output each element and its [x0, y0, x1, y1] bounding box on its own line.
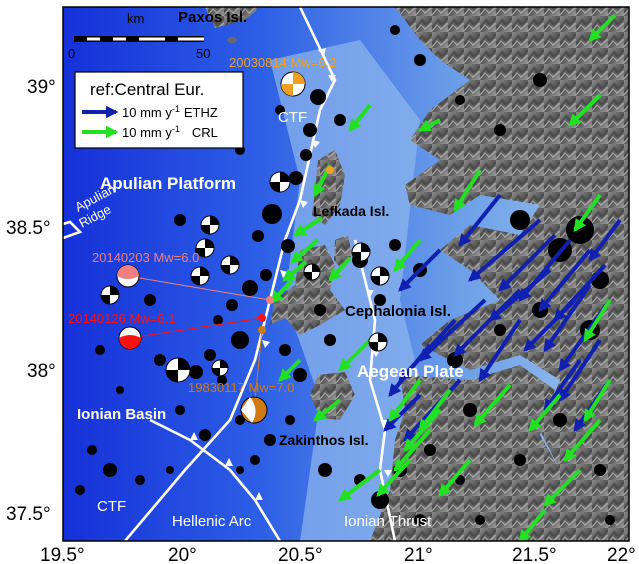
map-border — [62, 6, 630, 542]
scale-start: 0 — [68, 46, 75, 61]
ionian-thrust-fault — [353, 239, 397, 541]
label-hellenic-arc: Hellenic Arc — [172, 513, 252, 530]
label-aegean-plate: Aegean Plate — [357, 362, 464, 381]
legend-title: ref:Central Eur. — [90, 80, 204, 99]
x-tick-19.5: 19.5° — [40, 545, 85, 564]
label-ionian-thrust: Ionian Thrust — [344, 513, 432, 530]
crl-velocity-arrows — [270, 13, 617, 541]
zakinthos-island — [310, 372, 355, 420]
legend: ref:Central Eur. 10 mm y-1 ETHZ 10 mm y-1… — [74, 71, 244, 149]
eq-19830117-mechanism — [240, 396, 268, 424]
label-paxos: Paxos Isl. — [178, 9, 247, 26]
x-tick-21.5: 21.5° — [512, 545, 557, 564]
label-ctf-north: CTF — [278, 109, 307, 126]
label-lefkada: Lefkada Isl. — [313, 203, 389, 219]
eq-20140203-mechanism — [116, 264, 140, 288]
apulian-ridge-fault — [63, 220, 83, 240]
ctf-fault — [124, 7, 337, 541]
fault-teeth — [190, 48, 392, 500]
y-tick-37.5: 37.5° — [6, 504, 51, 525]
x-tick-21: 21° — [404, 545, 433, 564]
scale-unit: km — [127, 11, 144, 26]
cephalonia-island — [270, 245, 345, 335]
scale-bar: km 0 50 — [68, 11, 210, 61]
label-apulian-platform: Apulian Platform — [100, 174, 236, 193]
hellenic-arc-fault — [149, 418, 282, 541]
label-zakinthos: Zakinthos Isl. — [279, 432, 368, 448]
y-axis: 39° 38.5° 38° 37.5° — [6, 77, 56, 525]
legend-crl-text: 10 mm y-1 CRL — [122, 124, 218, 140]
peloponnese — [370, 365, 560, 541]
scale-end: 50 — [196, 46, 210, 61]
eq-20140126-epicenter — [258, 314, 266, 322]
ethz-velocity-arrows — [383, 193, 622, 442]
map-frame: Paxos Isl. Apulian Platform Lefkada Isl.… — [63, 7, 629, 541]
lefkada-island — [312, 150, 345, 225]
eq-19830117-epicenter — [258, 326, 266, 334]
legend-ethz-text: 10 mm y-1 ETHZ — [122, 104, 218, 120]
y-tick-38: 38° — [27, 361, 56, 382]
eq-20030814-mechanism — [280, 71, 306, 97]
x-tick-20.5: 20.5° — [278, 545, 323, 564]
label-eq-19830117: 19830117 Mw=7.0 — [188, 380, 294, 395]
x-tick-20: 20° — [168, 545, 197, 564]
label-eq-20140203: 20140203 Mw=6.0 — [92, 250, 199, 265]
label-eq-20030814: 20030814 Mw=6.2 — [229, 55, 336, 70]
labeled-earthquakes — [116, 69, 334, 424]
x-axis: 19.5° 20° 20.5° 21° 21.5° 22° — [40, 545, 636, 564]
label-eq-20140126: 20140126 Mw=6.1 — [68, 311, 175, 326]
mainland-greece — [395, 7, 629, 541]
eq-20140203-epicenter — [266, 296, 274, 304]
corfu-island — [205, 7, 260, 28]
paxos-island — [227, 37, 237, 43]
label-ionian-basin: Ionian Basin — [77, 406, 166, 423]
eq-20140126-mechanism — [118, 326, 142, 350]
y-tick-38.5: 38.5° — [6, 218, 51, 239]
label-cephalonia: Cephalonia Isl. — [345, 303, 451, 320]
x-tick-22: 22° — [607, 545, 636, 564]
label-ctf-south: CTF — [97, 498, 126, 515]
fault-lines — [63, 7, 397, 541]
eq-20030814-epicenter — [326, 166, 334, 174]
focal-mechanisms — [100, 171, 390, 383]
y-tick-39: 39° — [27, 77, 56, 98]
